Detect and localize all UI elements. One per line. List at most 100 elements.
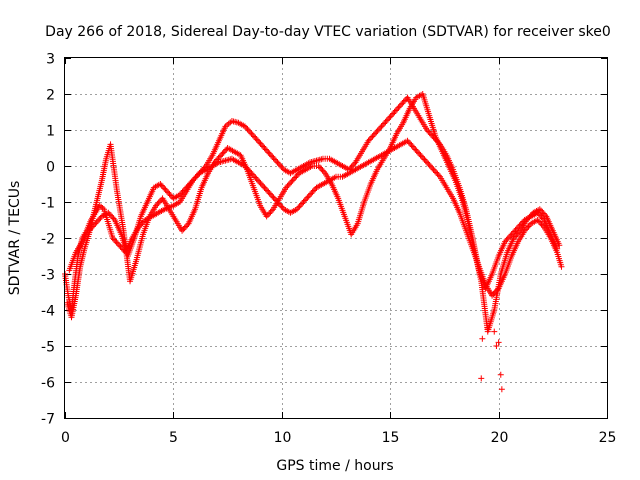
- data-point: [319, 167, 326, 174]
- data-point: [513, 225, 520, 232]
- data-point: [519, 219, 526, 226]
- series-outliers: [478, 325, 505, 393]
- data-point: [166, 191, 173, 198]
- data-point: [379, 121, 386, 128]
- data-point: [498, 386, 505, 393]
- data-point: [429, 132, 436, 139]
- y-tick-label: -1: [41, 196, 55, 212]
- data-point: [261, 145, 268, 151]
- data-point: [215, 155, 222, 162]
- data-point: [401, 97, 408, 104]
- x-axis-label: GPS time / hours: [276, 458, 393, 474]
- data-point: [178, 190, 185, 197]
- data-point: [243, 124, 250, 131]
- data-point: [114, 240, 121, 247]
- data-point: [418, 153, 425, 160]
- y-tick-label: -6: [41, 376, 55, 392]
- data-point: [495, 339, 502, 346]
- data-point: [201, 164, 208, 171]
- data-point: [391, 109, 398, 115]
- data-point: [435, 172, 442, 179]
- data-point: [191, 175, 198, 182]
- data-point: [387, 113, 394, 120]
- data-point: [306, 191, 313, 198]
- y-tick-label: -4: [41, 304, 55, 320]
- data-point: [541, 211, 548, 218]
- data-point: [273, 157, 280, 164]
- data-point: [295, 204, 302, 211]
- data-point: [247, 129, 254, 136]
- data-point: [216, 153, 223, 160]
- data-point: [293, 173, 300, 180]
- data-point: [271, 156, 278, 163]
- data-point: [274, 159, 281, 166]
- data-point: [105, 209, 112, 216]
- data-point: [366, 136, 373, 143]
- data-point: [512, 227, 519, 234]
- data-point: [386, 114, 393, 121]
- data-point: [525, 223, 532, 230]
- data-point: [184, 222, 191, 229]
- data-point: [89, 223, 96, 230]
- data-point: [417, 152, 424, 159]
- data-point: [249, 132, 256, 139]
- data-point: [284, 183, 291, 190]
- data-point: [537, 212, 544, 219]
- data-point: [195, 171, 202, 178]
- data-point: [299, 200, 306, 207]
- data-point: [262, 186, 269, 193]
- data-point: [212, 157, 219, 164]
- data-point: [535, 218, 542, 225]
- data-point: [254, 137, 261, 144]
- data-point: [491, 328, 498, 335]
- data-point: [538, 221, 545, 228]
- data-point: [434, 138, 441, 145]
- data-point: [257, 140, 264, 147]
- data-point: [409, 143, 416, 150]
- data-point: [180, 226, 187, 233]
- data-point: [112, 237, 119, 244]
- data-point: [91, 222, 98, 229]
- data-point: [300, 199, 307, 205]
- data-point: [265, 188, 272, 195]
- data-point: [305, 193, 312, 200]
- data-point: [484, 325, 491, 331]
- data-point: [193, 173, 200, 180]
- data-point: [157, 181, 164, 187]
- data-point: [309, 188, 316, 195]
- data-point: [534, 217, 541, 223]
- data-point: [426, 162, 433, 169]
- data-point: [422, 157, 429, 164]
- data-point: [429, 165, 436, 172]
- data-point: [211, 159, 218, 166]
- data-point: [254, 177, 261, 184]
- data-point: [399, 100, 406, 107]
- data-point: [372, 130, 379, 137]
- data-point: [258, 142, 265, 149]
- data-point: [187, 180, 194, 187]
- data-point: [275, 160, 282, 167]
- data-point: [161, 185, 168, 192]
- data-point: [508, 231, 515, 238]
- data-point: [271, 196, 278, 203]
- data-point: [431, 168, 438, 175]
- data-point: [251, 133, 258, 140]
- data-point: [524, 224, 531, 231]
- data-point: [348, 163, 355, 170]
- data-point: [218, 152, 225, 159]
- data-point: [509, 229, 516, 236]
- data-point: [383, 117, 390, 124]
- data-point: [534, 209, 541, 216]
- data-point: [504, 235, 511, 242]
- data-point: [540, 210, 547, 217]
- data-point: [411, 145, 418, 151]
- data-point: [479, 335, 486, 342]
- data-point: [431, 135, 438, 142]
- data-point: [414, 149, 421, 156]
- grid: [65, 58, 607, 418]
- data-point: [200, 165, 207, 172]
- data-point: [181, 224, 188, 231]
- data-point: [497, 371, 504, 378]
- data-point: [346, 166, 353, 173]
- data-point: [369, 133, 376, 140]
